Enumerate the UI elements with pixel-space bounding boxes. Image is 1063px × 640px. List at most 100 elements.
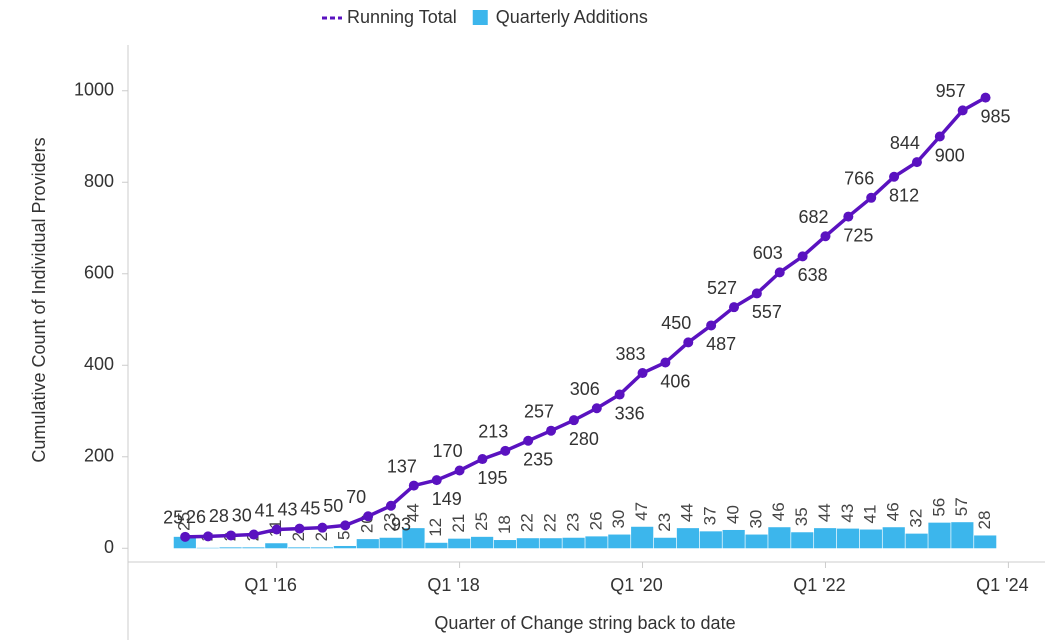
- point: [477, 454, 488, 465]
- bar: [493, 540, 517, 549]
- bar: [471, 536, 494, 549]
- point-label: 41: [255, 500, 275, 520]
- bar-label: 40: [723, 505, 742, 524]
- point: [774, 267, 785, 278]
- point-label: 844: [890, 133, 920, 153]
- point-label: 28: [209, 506, 229, 526]
- point: [637, 368, 648, 379]
- x-tick-label: Q1 '16: [244, 575, 296, 595]
- point-label: 93: [391, 514, 411, 534]
- bar-label: 57: [952, 497, 971, 516]
- y-axis-title: Cumulative Count of Individual Providers: [29, 137, 49, 462]
- point: [957, 105, 968, 116]
- point-label: 30: [232, 505, 252, 525]
- bar: [539, 538, 562, 549]
- point-label: 527: [707, 278, 737, 298]
- point-label: 985: [981, 106, 1011, 126]
- x-tick-label: Q1 '20: [610, 575, 662, 595]
- bar-label: 32: [906, 509, 925, 528]
- bar: [402, 528, 425, 549]
- point-label: 336: [615, 403, 645, 423]
- point-label: 725: [843, 225, 873, 245]
- bar-label: 37: [701, 506, 720, 525]
- point: [866, 192, 877, 203]
- point-label: 195: [477, 468, 507, 488]
- bar: [859, 529, 882, 549]
- bar-label: 43: [838, 504, 857, 523]
- bar: [836, 528, 860, 549]
- point: [820, 231, 831, 242]
- point-label: 45: [300, 498, 320, 518]
- point: [454, 465, 465, 476]
- bar: [745, 534, 768, 549]
- point: [385, 500, 396, 511]
- point: [889, 171, 900, 182]
- bar-label: 2: [289, 532, 308, 541]
- bar: [814, 528, 837, 549]
- bar-label: 22: [518, 513, 537, 532]
- point: [934, 131, 945, 142]
- line: [185, 96, 987, 539]
- point-label: 26: [186, 507, 206, 527]
- point: [614, 389, 625, 400]
- y-tick-label: 800: [84, 171, 114, 191]
- point-label: 487: [706, 334, 736, 354]
- bar-label: 46: [769, 502, 788, 521]
- point-label: 638: [798, 265, 828, 285]
- bar-label: 23: [655, 513, 674, 532]
- point: [248, 529, 259, 540]
- bar-label: 44: [403, 503, 422, 522]
- point: [271, 524, 282, 535]
- point-label: 682: [798, 207, 828, 227]
- bar: [242, 547, 265, 549]
- point-label: 450: [661, 313, 691, 333]
- bar-label: 26: [586, 511, 605, 530]
- y-tick-label: 200: [84, 446, 114, 466]
- bar: [562, 537, 585, 549]
- point: [797, 251, 808, 262]
- y-tick-label: 0: [104, 537, 114, 557]
- point-label: 257: [524, 401, 554, 421]
- point: [500, 445, 511, 456]
- point: [225, 530, 236, 541]
- bar-label: 12: [426, 518, 445, 537]
- bar-label: 41: [861, 505, 880, 524]
- point: [980, 92, 991, 103]
- bar: [608, 534, 631, 549]
- bar-label: 21: [449, 514, 468, 533]
- bar: [722, 529, 745, 549]
- point-label: 70: [346, 487, 366, 507]
- bar-label: 22: [541, 513, 560, 532]
- point: [203, 531, 214, 542]
- bar-label: 44: [815, 503, 834, 522]
- legend-swatch: [472, 10, 488, 25]
- bar-label: 23: [563, 513, 582, 532]
- x-tick-label: Q1 '22: [793, 575, 845, 595]
- point-label: 957: [936, 81, 966, 101]
- bar: [882, 527, 905, 549]
- bar: [585, 536, 608, 549]
- bar: [631, 526, 654, 549]
- legend-label: Running Total: [347, 7, 457, 27]
- bar-label: 30: [609, 510, 628, 529]
- point: [180, 531, 191, 542]
- point: [294, 523, 305, 534]
- bar: [310, 547, 334, 549]
- point: [317, 522, 328, 533]
- point: [340, 520, 351, 531]
- bar: [425, 542, 448, 549]
- bar: [448, 538, 471, 549]
- point-label: 557: [752, 302, 782, 322]
- bar-label: 25: [472, 512, 491, 531]
- x-tick-label: Q1 '24: [976, 575, 1028, 595]
- point-label: 406: [660, 371, 690, 391]
- bar: [219, 547, 242, 549]
- point-label: 235: [523, 450, 553, 470]
- point: [911, 157, 922, 168]
- bar-label: 23: [380, 513, 399, 532]
- point: [728, 302, 739, 313]
- point-label: 213: [478, 422, 508, 442]
- point: [843, 211, 854, 222]
- bar-label: 25: [175, 512, 194, 531]
